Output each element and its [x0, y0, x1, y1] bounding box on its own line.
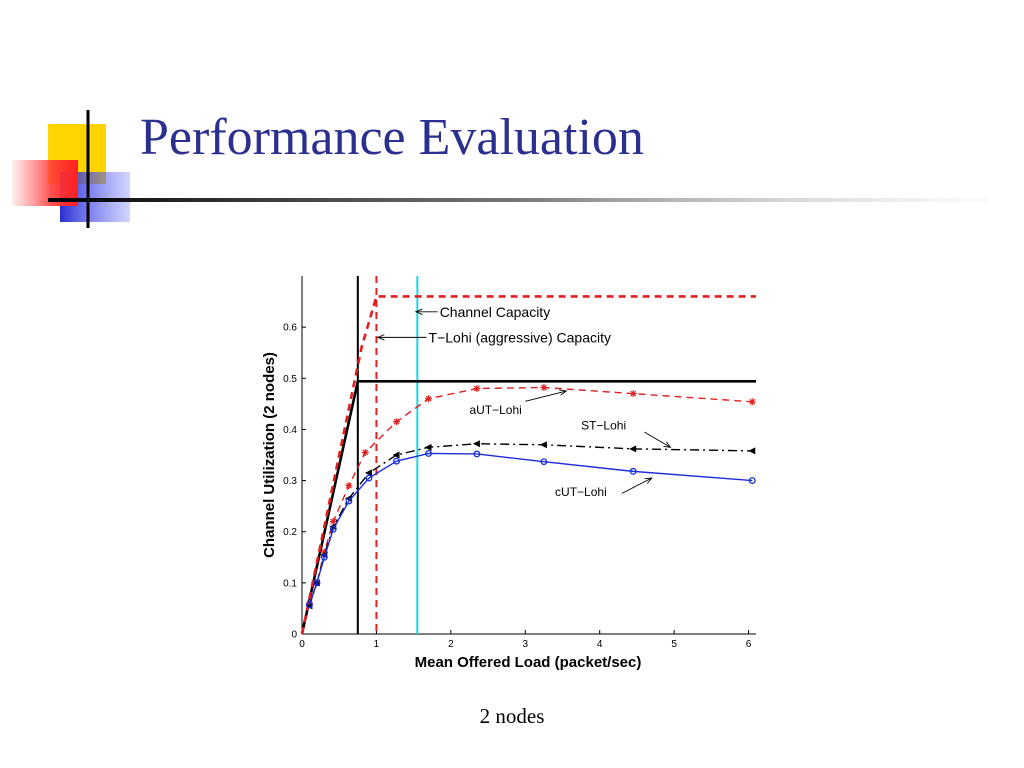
data-point: [539, 441, 547, 449]
series-line: [300, 380, 756, 635]
data-point: [329, 525, 337, 533]
data-point: [345, 482, 353, 490]
series-line: [300, 295, 756, 635]
annotation-arrowhead: [663, 441, 672, 448]
data-point: [540, 458, 548, 466]
annotation-label: ST−Lohi: [581, 418, 626, 432]
x-tick-label: 4: [597, 639, 603, 650]
data-point: [748, 477, 756, 485]
data-point: [305, 601, 313, 609]
data-point: [473, 385, 481, 393]
data-point: [361, 448, 369, 456]
y-tick-label: 0.4: [283, 425, 297, 436]
annotation-label: T−Lohi (aggressive) Capacity: [429, 329, 611, 345]
annotation-arrow: [644, 431, 671, 448]
data-point: [540, 383, 548, 391]
data-point: [392, 451, 400, 459]
annotation-arrowhead: [376, 334, 385, 341]
x-tick-label: 0: [299, 639, 305, 650]
annotation-arrow: [621, 477, 653, 494]
y-tick-label: 0.3: [283, 476, 297, 487]
annotation-arrowhead: [559, 389, 568, 396]
y-tick-label: 0.6: [283, 323, 297, 334]
y-axis-label: Channel Utilization (2 nodes): [261, 352, 278, 558]
data-point: [748, 447, 756, 455]
data-point: [365, 474, 373, 482]
data-point: [473, 450, 481, 458]
data-point: [329, 517, 337, 525]
figure-caption: 2 nodes: [479, 704, 545, 728]
data-point: [629, 445, 637, 453]
deco-horizontal-line: [48, 198, 988, 202]
data-point: [320, 553, 328, 561]
series-line: [308, 443, 753, 607]
data-point: [629, 467, 637, 475]
series-line: [308, 386, 753, 604]
annotation-label: cUT−Lohi: [555, 485, 607, 499]
x-tick-label: 3: [522, 639, 528, 650]
series-line: [308, 452, 753, 606]
annotation-arrowhead: [644, 477, 653, 484]
annotation-arrowhead: [414, 308, 423, 315]
data-point: [629, 390, 637, 398]
y-tick-label: 0.5: [283, 374, 297, 385]
data-point: [424, 443, 432, 451]
data-point: [472, 440, 480, 448]
data-point: [393, 457, 400, 465]
x-tick-label: 5: [671, 639, 677, 650]
x-axis-label: Mean Offered Load (packet/sec): [415, 654, 642, 671]
data-point: [320, 548, 328, 556]
data-point: [393, 418, 401, 426]
x-tick-label: 2: [448, 639, 454, 650]
data-point: [425, 395, 433, 403]
x-tick-label: 6: [746, 639, 752, 650]
y-tick-label: 0: [291, 630, 297, 641]
annotation-label: aUT−Lohi: [469, 403, 521, 417]
data-point: [425, 450, 432, 457]
data-point: [345, 497, 353, 505]
data-point: [748, 398, 756, 406]
data-point: [313, 579, 321, 587]
y-tick-label: 0.1: [283, 578, 297, 589]
y-tick-label: 0.2: [283, 527, 297, 538]
x-tick-label: 1: [374, 639, 380, 650]
annotation-arrow: [525, 390, 567, 402]
slide-title: Performance Evaluation: [140, 109, 644, 166]
data-point: [364, 469, 372, 477]
annotation-label: Channel Capacity: [440, 304, 551, 320]
